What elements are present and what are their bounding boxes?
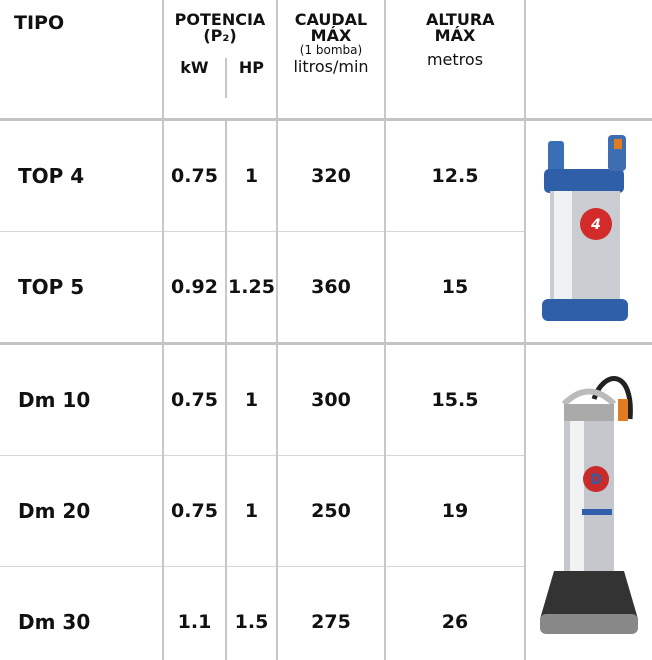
cell-value: 0.75 — [163, 120, 226, 232]
pump-name: TOP 5 — [0, 232, 163, 344]
header-caudal-note: (1 bomba) — [278, 44, 384, 57]
pump-image: 4 — [534, 129, 644, 329]
pump-name: Dm 10 — [0, 344, 163, 456]
header-cell: ALTURA MÁX metros — [385, 0, 525, 120]
header-caudal-unit: litros/min — [278, 57, 384, 76]
image-cell: D — [525, 344, 652, 660]
cell-value: 275 — [277, 567, 385, 660]
cell-value: 0.75 — [163, 344, 226, 456]
header-hp: HP — [225, 58, 276, 98]
cell-value: 0.75 — [163, 456, 226, 567]
header-kw: kW — [164, 58, 225, 98]
header-altura-unit: metros — [386, 50, 524, 69]
svg-text:D: D — [590, 472, 602, 488]
header-p2: (P₂) — [164, 28, 276, 44]
pump-name: TOP 4 — [0, 120, 163, 232]
image-cell: 4 — [525, 120, 652, 344]
cell-value: 300 — [277, 344, 385, 456]
cell-value: 1.5 — [226, 567, 277, 660]
cell-value: 19 — [385, 456, 525, 567]
cell-value: 1 — [226, 344, 277, 456]
header-cell: TIPO — [0, 0, 163, 120]
pump-table: TIPO POTENCIA (P₂) kW HP CAUDAL MÁX (1 b… — [0, 0, 652, 660]
cell-value: 0.92 — [163, 232, 226, 344]
cell-value: 1.1 — [163, 567, 226, 660]
cell-value: 15.5 — [385, 344, 525, 456]
cell-value: 320 — [277, 120, 385, 232]
header-caudal: CAUDAL MÁX — [278, 12, 384, 44]
cell-value: 12.5 — [385, 120, 525, 232]
header-altura: ALTURA MÁX — [386, 12, 524, 44]
svg-text:4: 4 — [590, 217, 601, 233]
header-cell: POTENCIA (P₂) kW HP — [163, 0, 277, 120]
pump-image: D — [534, 359, 644, 659]
cell-value: 1 — [226, 120, 277, 232]
cell-value: 360 — [277, 232, 385, 344]
cell-value: 1.25 — [226, 232, 277, 344]
header-cell — [525, 0, 652, 120]
pump-name: Dm 30 — [0, 567, 163, 660]
header-cell: CAUDAL MÁX (1 bomba) litros/min — [277, 0, 385, 120]
header-row: TIPO POTENCIA (P₂) kW HP CAUDAL MÁX (1 b… — [0, 0, 652, 120]
cell-value: 15 — [385, 232, 525, 344]
header-tipo: TIPO — [14, 12, 64, 34]
pump-name: Dm 20 — [0, 456, 163, 567]
cell-value: 26 — [385, 567, 525, 660]
page: {"header": {"tipo": "TIPO", "potencia": … — [0, 0, 652, 660]
unit-row: kW HP — [164, 58, 276, 98]
cell-value: 250 — [277, 456, 385, 567]
cell-value: 1 — [226, 456, 277, 567]
